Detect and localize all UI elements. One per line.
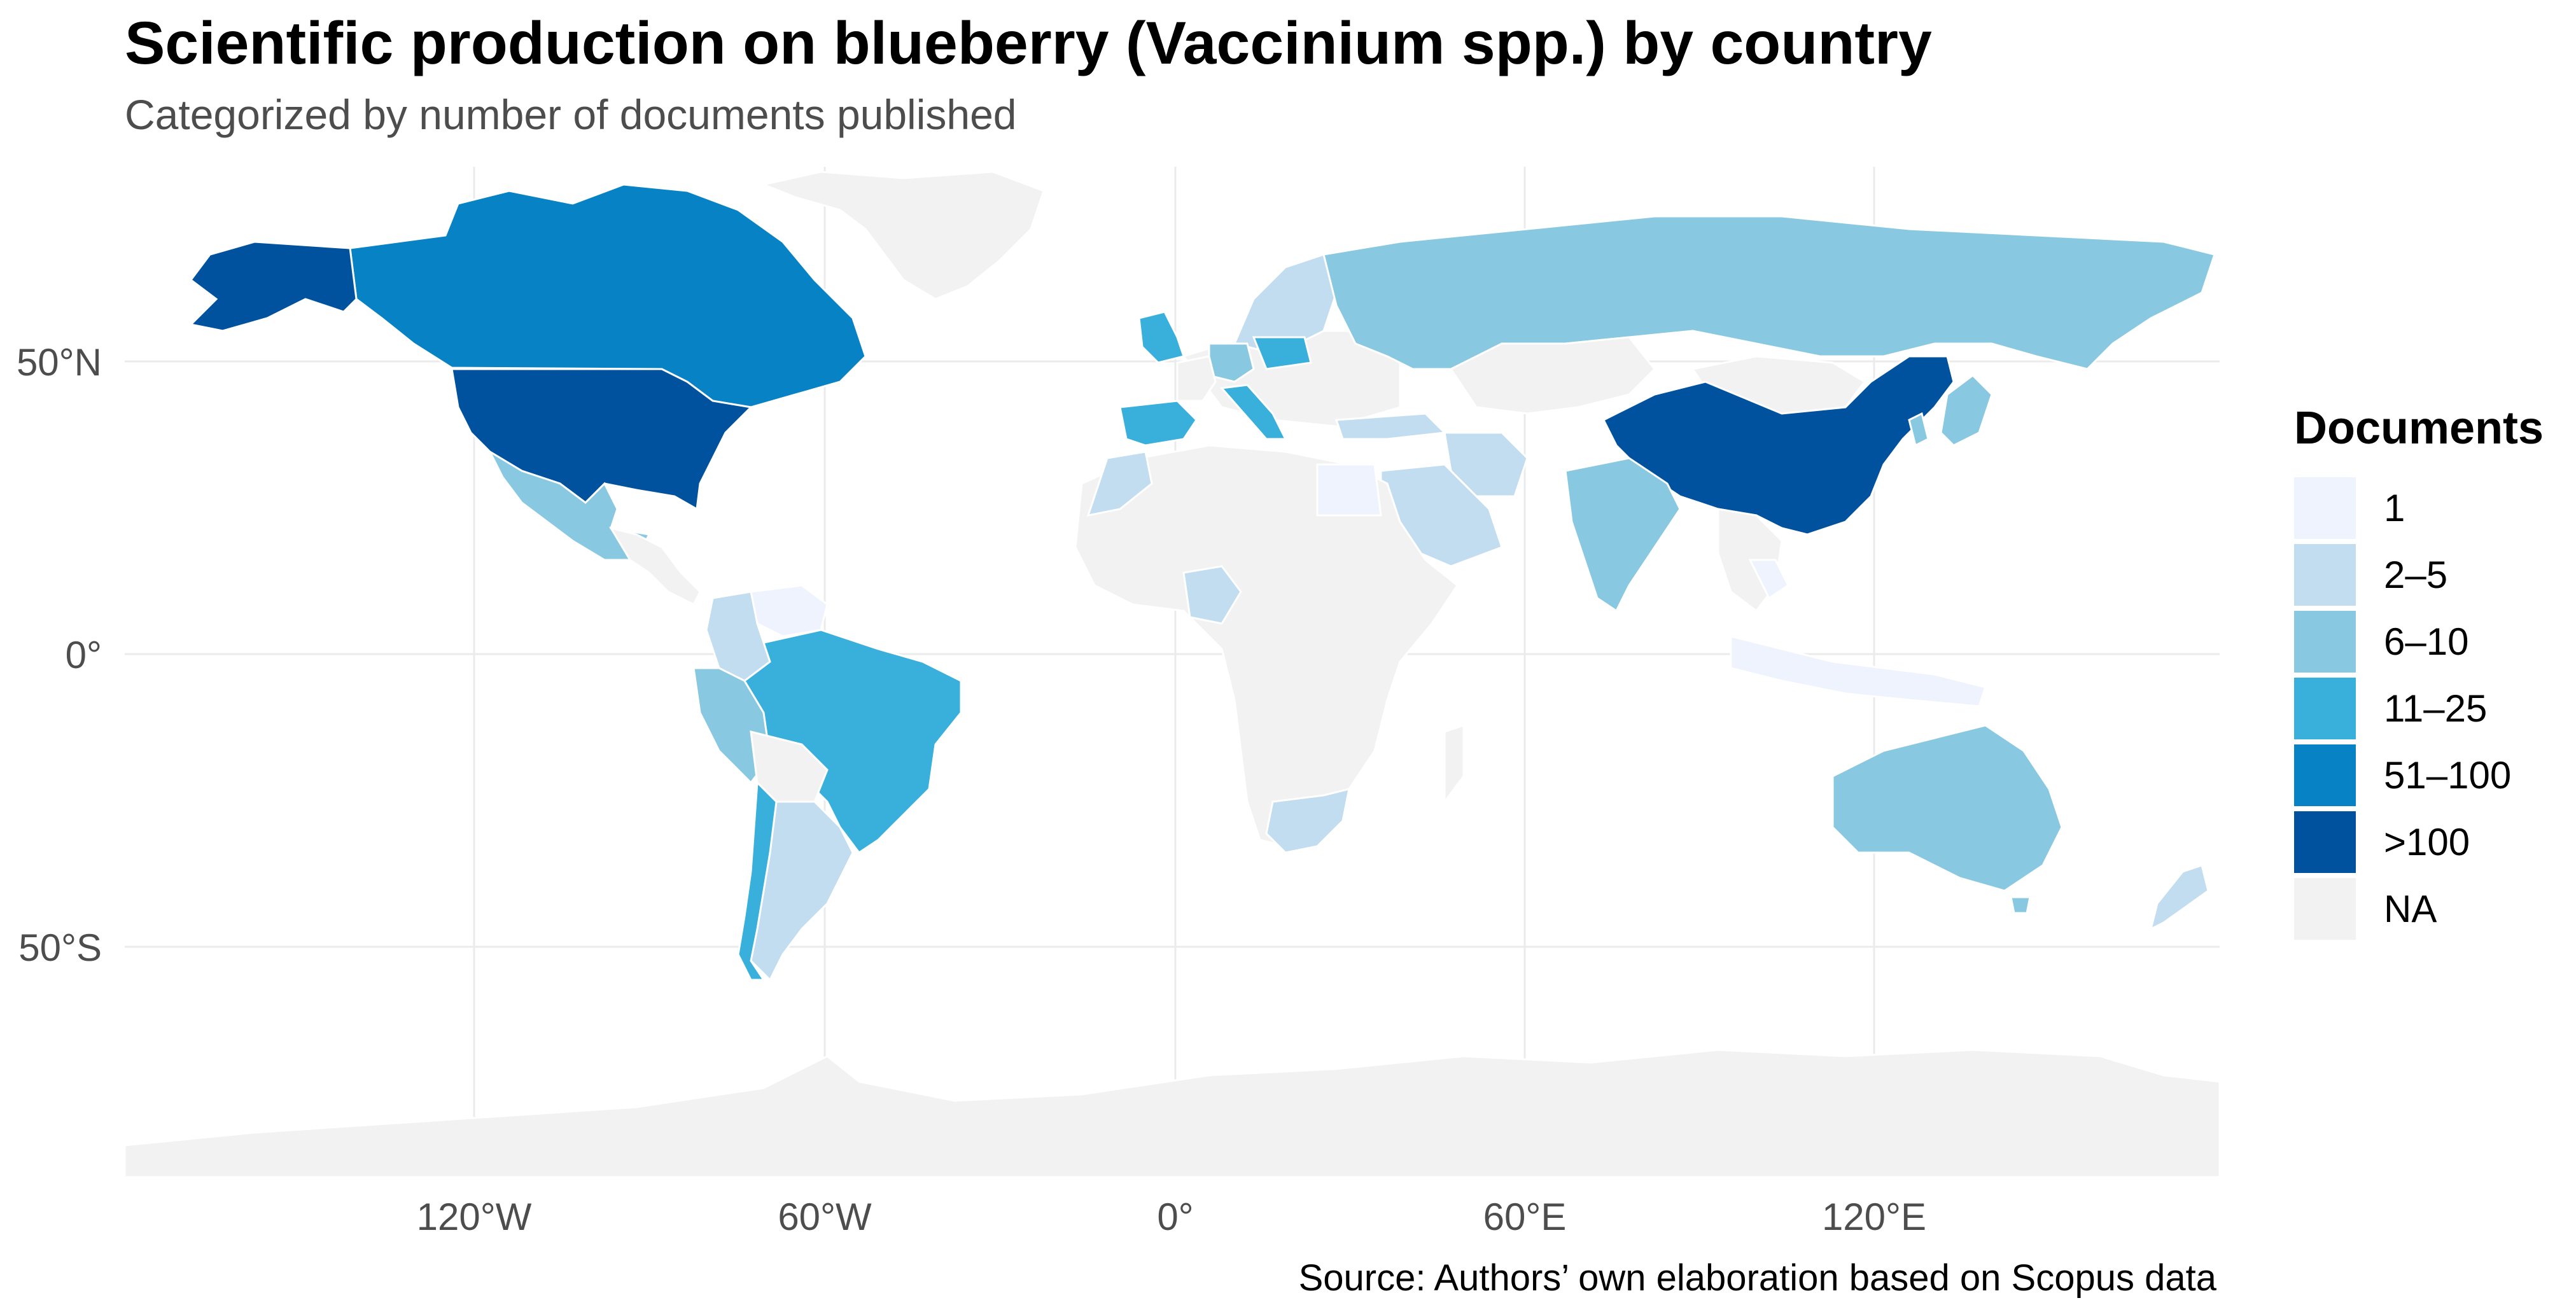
chart-subtitle: Categorized by number of documents publi…	[125, 91, 1017, 138]
country-thailand	[1748, 559, 1789, 600]
country-egypt	[1316, 463, 1382, 517]
country-morocco	[1086, 450, 1153, 517]
country-china	[1602, 355, 1955, 536]
country-new-zealand	[2149, 864, 2209, 931]
legend-label: 1	[2384, 487, 2405, 529]
legend-item: 51–100	[2294, 742, 2511, 809]
x-tick-120w: 120°W	[417, 1196, 532, 1238]
legend-swatch	[2294, 678, 2356, 739]
legend: 1 2–5 6–10 11–25 51–100 >100 NA	[2294, 475, 2511, 942]
y-tick-50s: 50°S	[18, 926, 102, 969]
country-japan	[1940, 374, 1993, 447]
country-alaska	[188, 241, 358, 332]
legend-item: 6–10	[2294, 608, 2511, 675]
legend-label: 51–100	[2384, 754, 2512, 797]
country-canada	[349, 183, 867, 408]
country-india	[1564, 457, 1681, 613]
chart-title: Scientific production on blueberry (Vacc…	[125, 10, 1932, 77]
country-south-africa	[1265, 787, 1350, 854]
x-tick-60w: 60°W	[778, 1196, 872, 1238]
country-antarctica	[123, 1049, 2221, 1178]
source-caption: Source: Authors’ own elaboration based o…	[1298, 1257, 2216, 1299]
country-france	[1176, 355, 1217, 402]
country-mexico	[487, 449, 651, 561]
y-tick-0: 0°	[66, 634, 102, 676]
country-uk	[1138, 311, 1185, 364]
legend-item: NA	[2294, 876, 2511, 942]
country-italy	[1220, 384, 1287, 440]
country-indonesia	[1730, 635, 1987, 708]
country-chile	[737, 780, 778, 981]
country-spain	[1119, 400, 1198, 447]
legend-label: 11–25	[2384, 687, 2488, 730]
legend-item: >100	[2294, 809, 2511, 876]
countries	[123, 171, 2221, 1178]
x-tick-120e: 120°E	[1822, 1196, 1926, 1238]
legend-swatch	[2294, 744, 2356, 806]
legend-swatch	[2294, 878, 2356, 940]
y-tick-50n: 50°N	[17, 341, 102, 384]
country-korea	[1908, 412, 1929, 447]
legend-item: 2–5	[2294, 541, 2511, 608]
legend-swatch	[2294, 477, 2356, 539]
country-madagascar	[1443, 723, 1465, 805]
country-central-asia	[1449, 336, 1656, 415]
x-tick-0: 0°	[1157, 1196, 1193, 1238]
legend-item: 11–25	[2294, 675, 2511, 742]
legend-swatch	[2294, 611, 2356, 673]
legend-label: 6–10	[2384, 620, 2469, 663]
axis-labels: 120°W 60°W 0° 60°E 120°E 50°N 0° 50°S	[17, 341, 1926, 1238]
legend-item: 1	[2294, 475, 2511, 541]
country-turkey	[1334, 412, 1447, 440]
country-venezuela	[750, 584, 829, 638]
country-nigeria	[1182, 565, 1242, 625]
country-greenland	[760, 171, 1045, 300]
legend-swatch	[2294, 811, 2356, 873]
legend-label: NA	[2384, 888, 2437, 930]
country-poland	[1252, 336, 1312, 370]
country-russia	[1322, 215, 2216, 370]
legend-label: >100	[2384, 821, 2470, 863]
country-tasmania	[2010, 896, 2031, 914]
country-australia	[1831, 724, 2063, 892]
country-brazil	[743, 629, 962, 855]
x-tick-60e: 60°E	[1483, 1196, 1567, 1238]
legend-swatch	[2294, 544, 2356, 606]
country-central-america	[608, 526, 701, 606]
legend-title: Documents	[2294, 403, 2544, 454]
legend-label: 2–5	[2384, 554, 2448, 596]
